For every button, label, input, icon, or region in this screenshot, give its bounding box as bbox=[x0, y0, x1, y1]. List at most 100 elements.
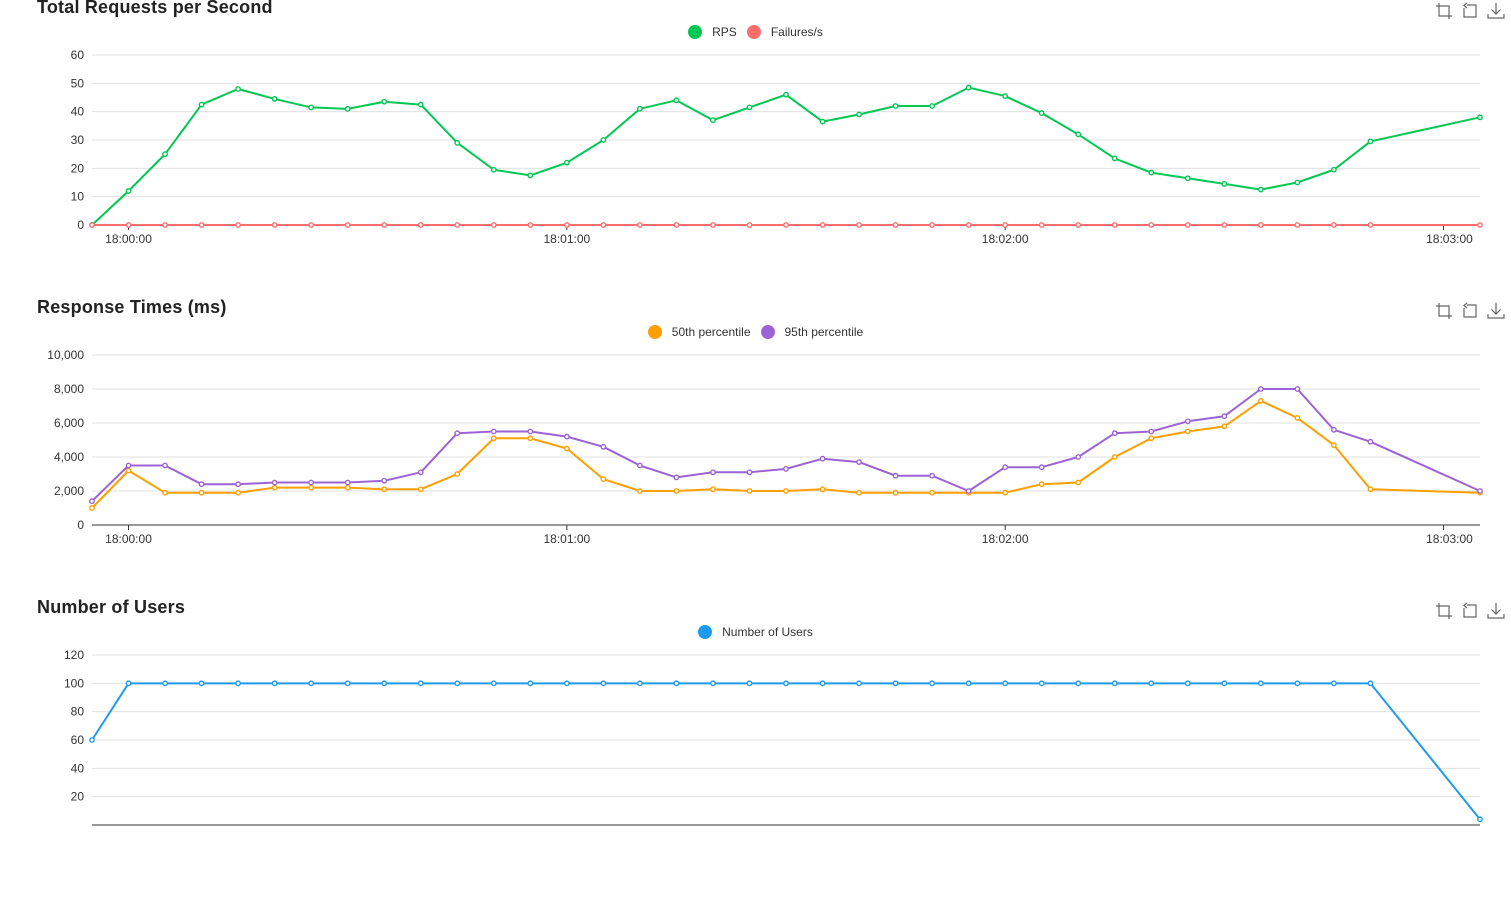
data-point bbox=[1221, 423, 1228, 430]
restore-icon[interactable] bbox=[1461, 2, 1479, 20]
data-point bbox=[490, 166, 497, 173]
data-point bbox=[746, 104, 753, 111]
data-point bbox=[1111, 222, 1118, 228]
data-point bbox=[417, 101, 424, 108]
x-tick-label: 18:00:00 bbox=[105, 232, 152, 246]
data-point bbox=[563, 680, 570, 687]
data-point bbox=[1075, 454, 1082, 460]
data-point bbox=[746, 222, 753, 228]
data-point bbox=[308, 680, 315, 687]
data-point bbox=[454, 222, 461, 228]
data-point bbox=[929, 489, 936, 496]
data-point bbox=[1038, 680, 1045, 687]
response-times-chart: 0 2,000 4,000 6,000 8,000 10,000 18:00:00 18:01… bbox=[47, 348, 1483, 546]
restore-icon[interactable] bbox=[1461, 302, 1479, 320]
y-tick-label: 120 bbox=[64, 648, 84, 662]
users-chart-panel: 20 40 60 80 100 120 Number of Users Number of… bbox=[0, 597, 1511, 900]
x-tick-label: 18:02:00 bbox=[982, 532, 1029, 546]
users-chart: 20 40 60 80 100 120 bbox=[64, 648, 1483, 826]
legend-item-users[interactable]: Number of Users bbox=[698, 625, 813, 639]
series-line-rps bbox=[91, 86, 1481, 226]
save-as-image-icon[interactable] bbox=[1487, 602, 1505, 620]
data-point bbox=[344, 479, 351, 486]
data-point bbox=[1257, 186, 1264, 193]
data-point bbox=[344, 222, 351, 228]
data-point bbox=[344, 105, 351, 112]
data-point bbox=[1184, 418, 1191, 425]
data-point bbox=[1330, 680, 1337, 687]
data-point bbox=[417, 680, 424, 687]
restore-icon[interactable] bbox=[1461, 602, 1479, 620]
data-point bbox=[819, 486, 826, 493]
data-point bbox=[965, 680, 972, 687]
data-point bbox=[1221, 413, 1228, 420]
data-point bbox=[1002, 680, 1009, 687]
data-point bbox=[89, 222, 95, 228]
chart-toolbox bbox=[1435, 2, 1505, 20]
data-zoom-icon[interactable] bbox=[1435, 302, 1453, 320]
data-point bbox=[965, 84, 972, 91]
data-point bbox=[235, 222, 242, 228]
data-point bbox=[600, 443, 607, 450]
data-point bbox=[856, 459, 862, 466]
data-point bbox=[600, 680, 607, 687]
data-zoom-icon[interactable] bbox=[1435, 602, 1453, 620]
data-point bbox=[1367, 486, 1374, 493]
data-point bbox=[271, 222, 278, 228]
data-zoom-icon[interactable] bbox=[1435, 2, 1453, 20]
data-point bbox=[235, 489, 242, 496]
data-point bbox=[527, 172, 534, 179]
data-point bbox=[710, 680, 716, 687]
legend-label: Number of Users bbox=[722, 625, 813, 639]
data-point bbox=[746, 469, 753, 476]
data-point bbox=[89, 498, 95, 505]
data-point bbox=[673, 97, 680, 104]
data-point bbox=[344, 484, 351, 491]
data-point bbox=[892, 222, 899, 228]
data-point bbox=[125, 462, 132, 469]
data-point bbox=[1075, 479, 1082, 486]
data-point bbox=[1002, 93, 1009, 99]
y-tick-label: 50 bbox=[71, 76, 85, 90]
data-point bbox=[1477, 816, 1483, 823]
data-point bbox=[1002, 222, 1009, 228]
data-point bbox=[600, 222, 607, 228]
rps-chart-panel: 0 10 20 30 40 50 60 18:00:00 18:01:00 18:02:00 18:… bbox=[0, 0, 1511, 300]
data-point bbox=[1111, 155, 1118, 162]
data-point bbox=[1184, 428, 1191, 435]
legend-marker bbox=[746, 25, 761, 39]
data-point bbox=[783, 680, 789, 687]
data-point bbox=[746, 680, 753, 687]
data-point bbox=[929, 680, 936, 687]
data-point bbox=[271, 484, 278, 491]
y-tick-label: 60 bbox=[71, 48, 85, 62]
data-point bbox=[819, 680, 826, 687]
data-point bbox=[527, 680, 534, 687]
chart-legend: Number of Users bbox=[0, 623, 1511, 641]
legend-item-failures[interactable]: Failures/s bbox=[746, 25, 823, 39]
data-point bbox=[1038, 222, 1045, 228]
data-point bbox=[892, 103, 899, 109]
rps-chart: 0 10 20 30 40 50 60 18:00:00 18:01:00 18:02:00 18:… bbox=[71, 48, 1483, 246]
data-point bbox=[1367, 438, 1374, 445]
data-point bbox=[1075, 680, 1082, 687]
legend-item-p50[interactable]: 50th percentile bbox=[647, 325, 751, 339]
y-tick-label: 0 bbox=[77, 218, 84, 232]
data-point bbox=[1148, 222, 1155, 228]
chart-title: Number of Users bbox=[37, 597, 186, 617]
data-point bbox=[1330, 166, 1337, 173]
data-point bbox=[198, 222, 205, 228]
data-point bbox=[454, 430, 461, 437]
legend-item-rps[interactable]: RPS bbox=[688, 25, 737, 39]
data-point bbox=[1294, 222, 1301, 228]
data-point bbox=[1038, 481, 1045, 488]
data-point bbox=[454, 471, 461, 477]
legend-item-p95[interactable]: 95th percentile bbox=[760, 325, 863, 339]
data-point bbox=[1477, 488, 1483, 494]
save-as-image-icon[interactable] bbox=[1487, 302, 1505, 320]
data-point bbox=[636, 222, 643, 228]
data-point bbox=[162, 489, 168, 496]
save-as-image-icon[interactable] bbox=[1487, 2, 1505, 20]
data-point bbox=[162, 151, 168, 158]
data-point bbox=[381, 222, 388, 228]
